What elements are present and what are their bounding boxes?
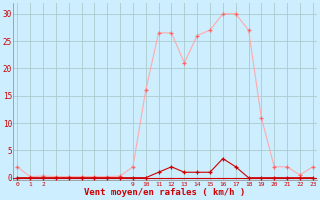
X-axis label: Vent moyen/en rafales ( km/h ): Vent moyen/en rafales ( km/h ): [84, 188, 246, 197]
